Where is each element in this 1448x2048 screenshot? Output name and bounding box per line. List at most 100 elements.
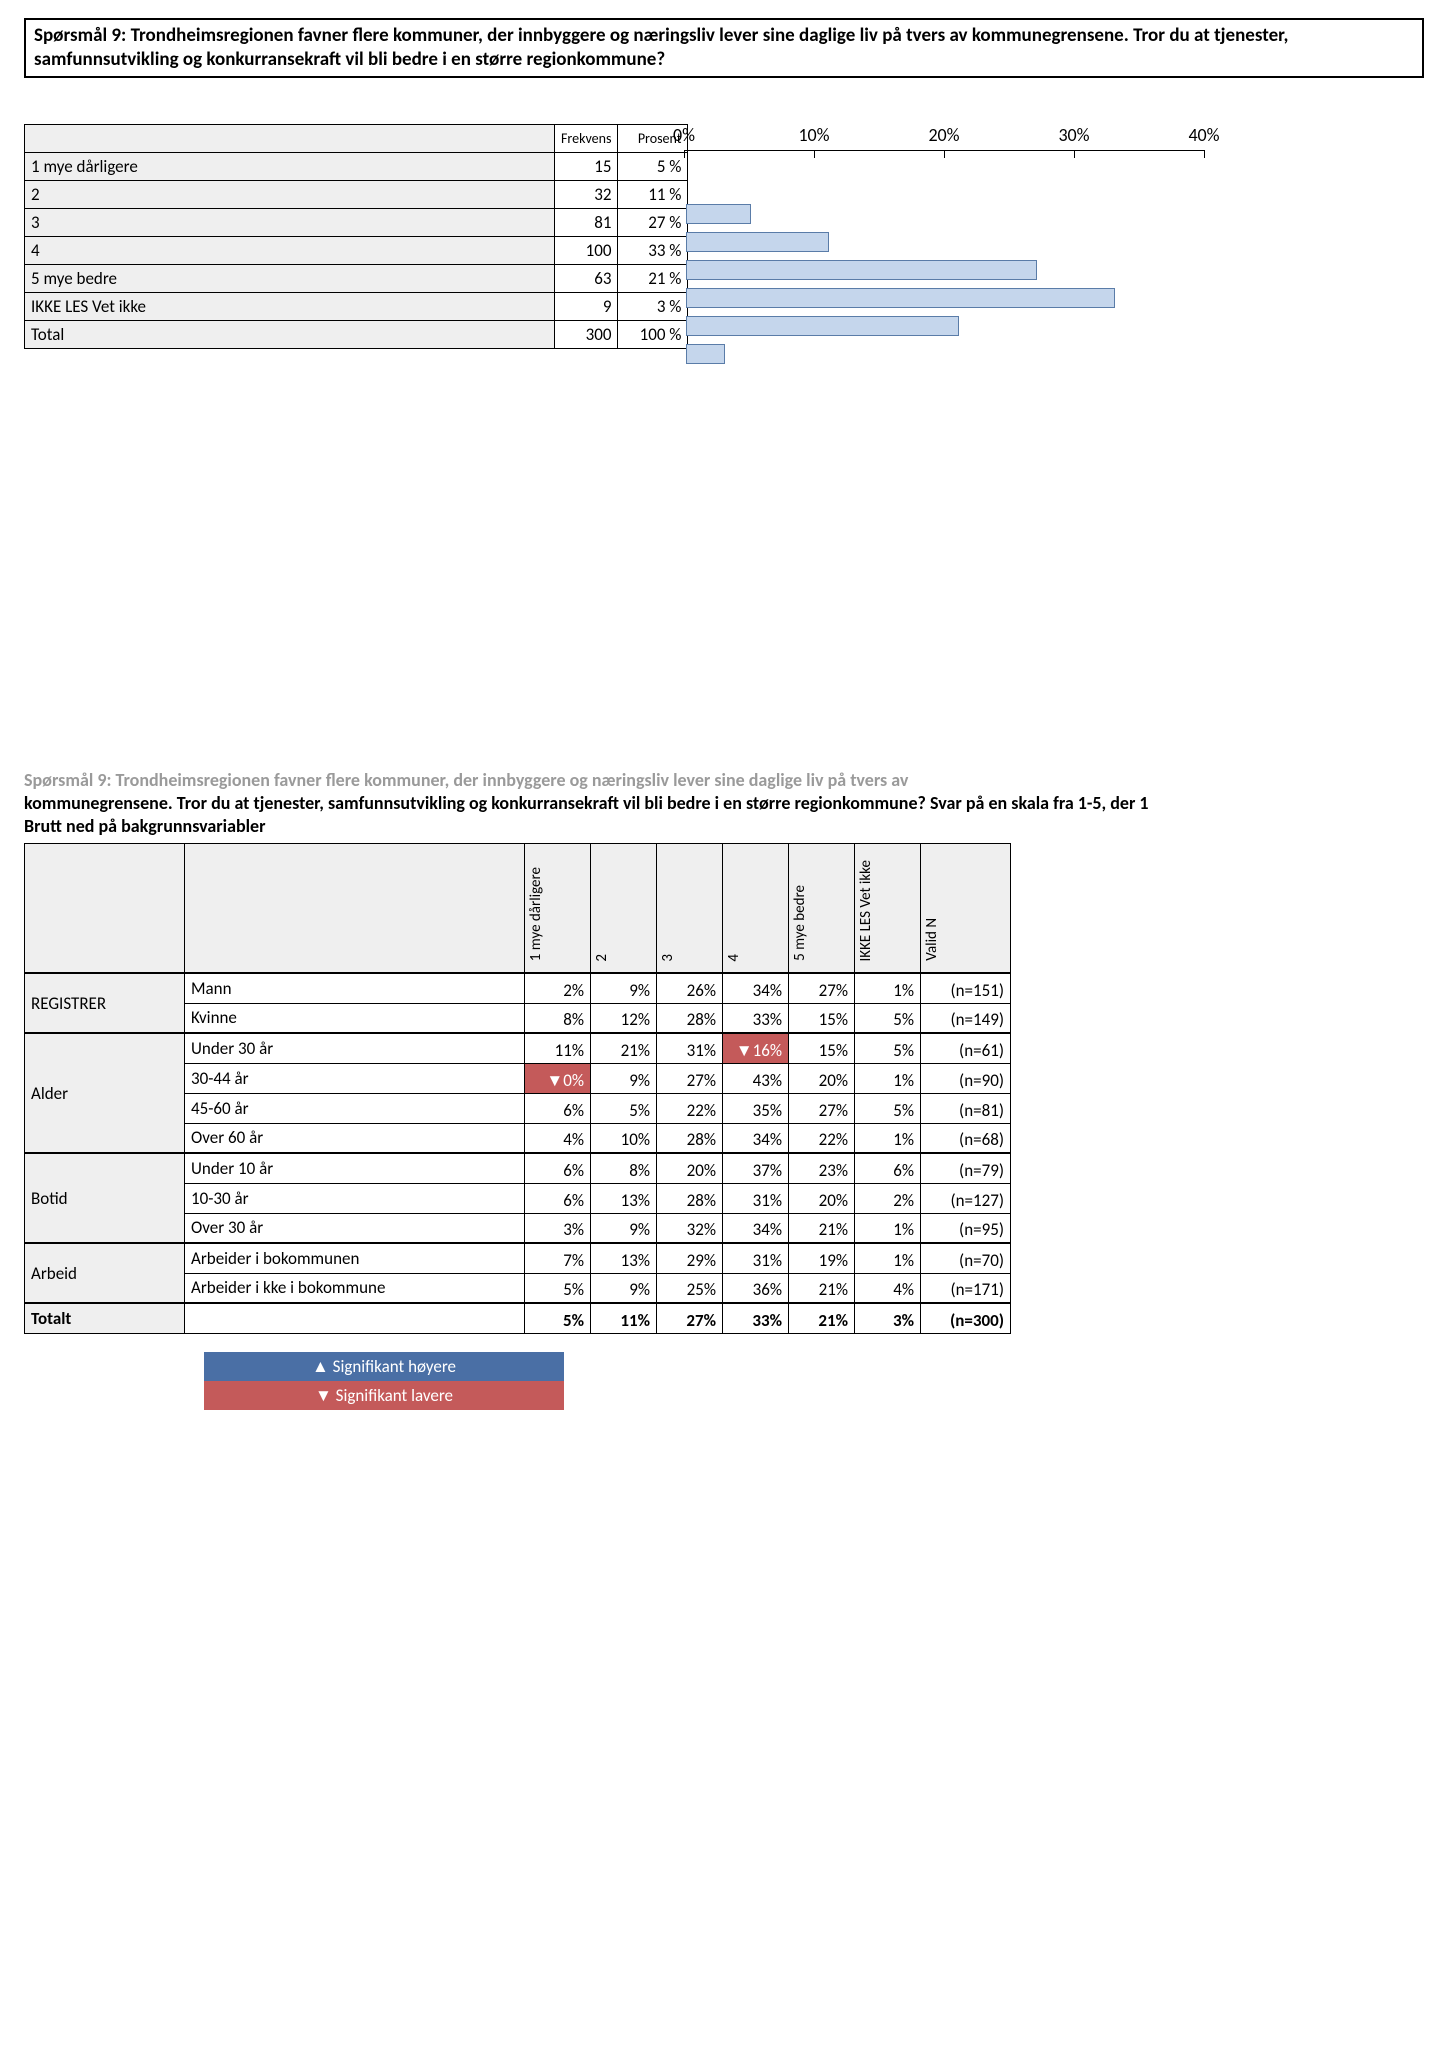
cross-cell: 28% [657, 1003, 723, 1033]
cross-cell: 20% [789, 1063, 855, 1093]
freq-header-freq: Frekvens [555, 124, 618, 152]
cross-cell: 5% [525, 1273, 591, 1303]
freq-header-blank [25, 124, 555, 152]
cross-cell: (n=81) [921, 1093, 1011, 1123]
cross-cell: 8% [591, 1153, 657, 1183]
cross-cell: (n=61) [921, 1033, 1011, 1063]
cross-cell: 3% [525, 1213, 591, 1243]
cross-col-header: IKKE LES Vet ikke [855, 843, 921, 973]
cross-cell: 7% [525, 1243, 591, 1273]
freq-total-freq: 300 [555, 320, 618, 348]
cross-total-cell: 27% [657, 1303, 723, 1333]
cross-cell: (n=127) [921, 1183, 1011, 1213]
cross-row-label: 10-30 år [185, 1183, 525, 1213]
cross-total-label: Totalt [25, 1303, 185, 1333]
cross-cell: 28% [657, 1183, 723, 1213]
cross-col-header: 4 [723, 843, 789, 973]
cross-cell: 27% [789, 1093, 855, 1123]
cross-cell: 4% [525, 1123, 591, 1153]
sec2-title-rest: kommunegrensene. Tror du at tjenester, s… [24, 792, 1149, 814]
cross-cell: (n=79) [921, 1153, 1011, 1183]
freq-row-pct: 27 % [618, 208, 688, 236]
cross-cell: 22% [657, 1093, 723, 1123]
chart-bars [686, 200, 1115, 368]
cross-cell: 34% [723, 973, 789, 1003]
cross-cell: 15% [789, 1003, 855, 1033]
cross-header-blank2 [185, 843, 525, 973]
chart-axis: 0%10%20%30%40% [684, 124, 1214, 156]
cross-cell: 34% [723, 1123, 789, 1153]
bar [686, 316, 959, 336]
cross-row-label: 45-60 år [185, 1093, 525, 1123]
cross-col-header: Valid N [921, 843, 1011, 973]
freq-row-pct: 33 % [618, 236, 688, 264]
cross-row-label: Kvinne [185, 1003, 525, 1033]
freq-row-label: 4 [25, 236, 555, 264]
sec2-subtitle: Brutt ned på bakgrunnsvariabler [24, 815, 266, 837]
cross-cell: (n=171) [921, 1273, 1011, 1303]
cross-total-blank [185, 1303, 525, 1333]
freq-row-label: 2 [25, 180, 555, 208]
cross-cell: 5% [855, 1003, 921, 1033]
cross-cell: 21% [789, 1273, 855, 1303]
cross-cell: 6% [855, 1153, 921, 1183]
sec2-title-faded: Spørsmål 9: Trondheimsregionen favner fl… [24, 769, 908, 791]
cross-row-label: Mann [185, 973, 525, 1003]
cross-cell: 6% [525, 1153, 591, 1183]
freq-total-pct: 100 % [618, 320, 688, 348]
cross-cell: 11% [525, 1033, 591, 1063]
freq-row-freq: 63 [555, 264, 618, 292]
cross-cell: 27% [789, 973, 855, 1003]
cross-cell: 6% [525, 1093, 591, 1123]
cross-total-cell: 5% [525, 1303, 591, 1333]
cross-cell: 21% [789, 1213, 855, 1243]
cross-cell: 9% [591, 973, 657, 1003]
axis-tick: 10% [798, 124, 829, 146]
cross-cell: 31% [657, 1033, 723, 1063]
bar [686, 288, 1115, 308]
cross-cell: 2% [855, 1183, 921, 1213]
cross-cell: 37% [723, 1153, 789, 1183]
cross-cell: 35% [723, 1093, 789, 1123]
cross-cell: 20% [789, 1183, 855, 1213]
frequency-block: 0%10%20%30%40% Frekvens Prosent 1 mye då… [24, 124, 1424, 349]
cross-cell: 5% [855, 1033, 921, 1063]
cross-cell: 6% [525, 1183, 591, 1213]
sec2-title: Spørsmål 9: Trondheimsregionen favner fl… [24, 769, 1424, 839]
cross-cell: 12% [591, 1003, 657, 1033]
freq-row-pct: 5 % [618, 152, 688, 180]
cross-cell: 9% [591, 1213, 657, 1243]
cross-total-cell: 21% [789, 1303, 855, 1333]
cross-row-label: Over 60 år [185, 1123, 525, 1153]
freq-row-freq: 9 [555, 292, 618, 320]
legend-low: ▼ Signifikant lavere [204, 1381, 564, 1410]
chart-axis-line [684, 150, 1204, 151]
cross-cell: 4% [855, 1273, 921, 1303]
cross-group-label: Alder [25, 1033, 185, 1153]
crosstab: 1 mye dårligere2345 mye bedreIKKE LES Ve… [24, 843, 1011, 1334]
cross-cell: 20% [657, 1153, 723, 1183]
cross-cell: 33% [723, 1003, 789, 1033]
cross-cell: 21% [591, 1033, 657, 1063]
cross-cell: 13% [591, 1183, 657, 1213]
freq-row-freq: 100 [555, 236, 618, 264]
cross-group-label: Botid [25, 1153, 185, 1243]
cross-col-header: 3 [657, 843, 723, 973]
cross-cell: 9% [591, 1273, 657, 1303]
cross-cell: (n=95) [921, 1213, 1011, 1243]
cross-cell: 43% [723, 1063, 789, 1093]
cross-cell: 1% [855, 1243, 921, 1273]
freq-row-label: 5 mye bedre [25, 264, 555, 292]
cross-cell: 19% [789, 1243, 855, 1273]
axis-tick: 0% [673, 124, 695, 146]
cross-cell: (n=151) [921, 973, 1011, 1003]
question-title: Spørsmål 9: Trondheimsregionen favner fl… [24, 18, 1424, 78]
freq-row-label: 3 [25, 208, 555, 236]
cross-row-label: Arbeider i bokommunen [185, 1243, 525, 1273]
cross-total-cell: 3% [855, 1303, 921, 1333]
cross-cell: 1% [855, 973, 921, 1003]
cross-cell: (n=70) [921, 1243, 1011, 1273]
cross-row-label: Under 10 år [185, 1153, 525, 1183]
cross-row-label: Arbeider i kke i bokommune [185, 1273, 525, 1303]
freq-row-pct: 21 % [618, 264, 688, 292]
